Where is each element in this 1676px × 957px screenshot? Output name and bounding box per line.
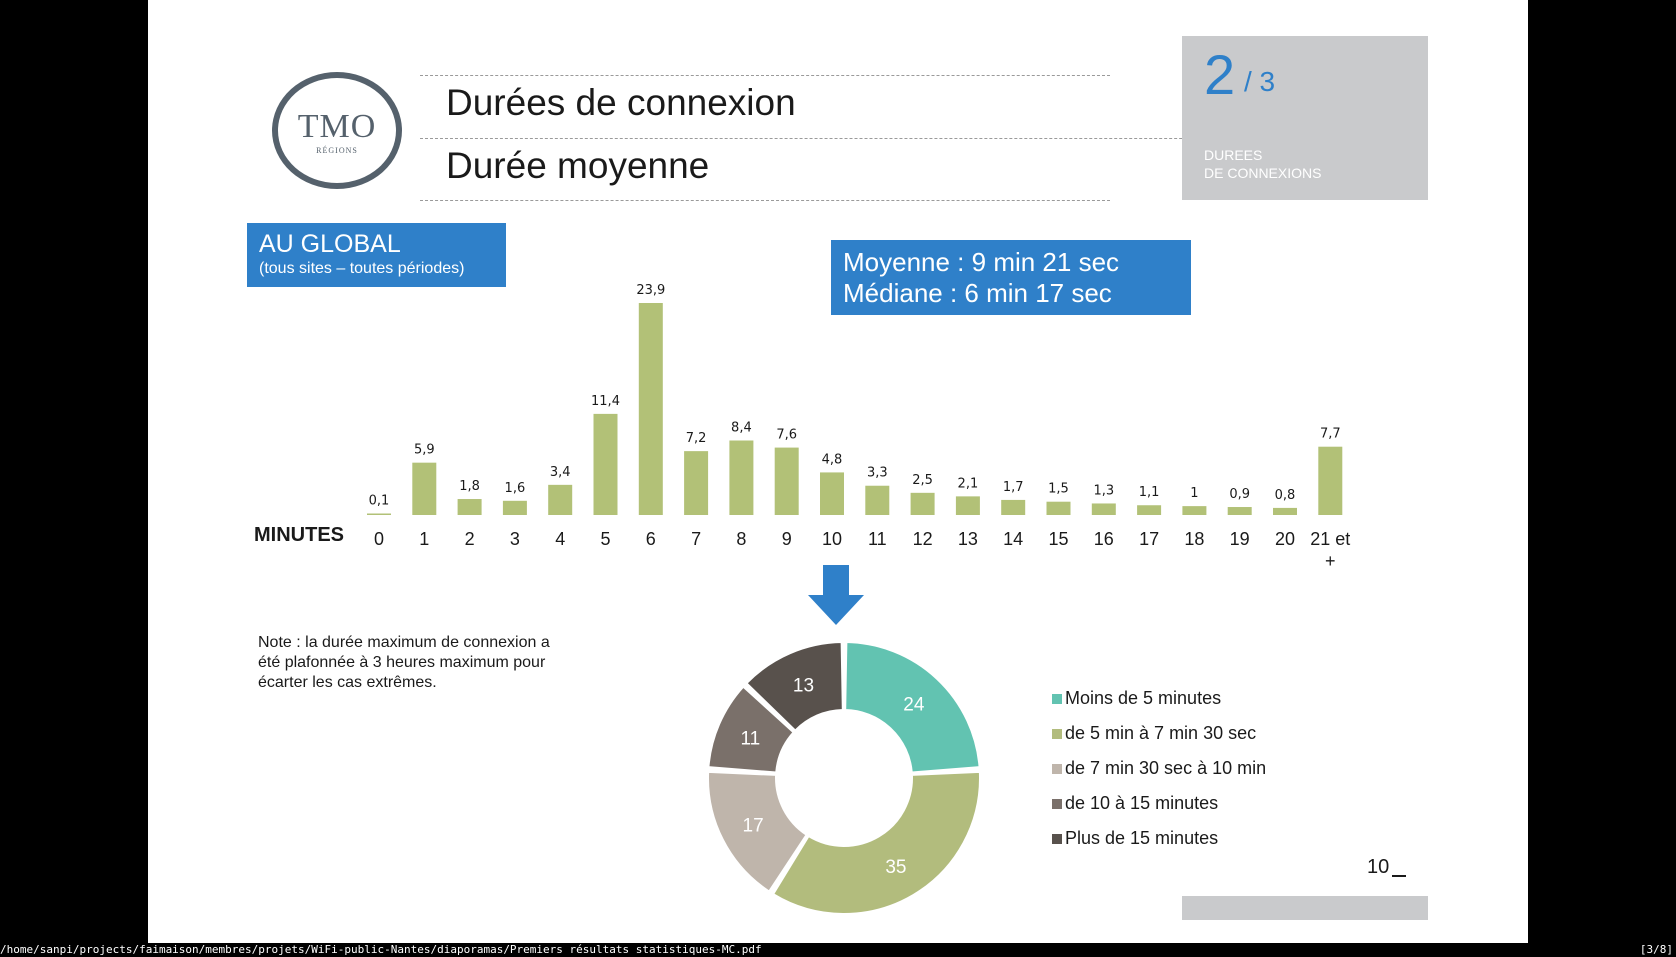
legend-swatch: [1052, 764, 1062, 774]
file-path: /home/sanpi/projects/faimaison/membres/p…: [0, 943, 762, 957]
viewer-page-indicator: [3/8]: [1640, 943, 1673, 957]
duration-donut-chart: 24 35 17 11 13: [148, 0, 1528, 943]
legend-swatch: [1052, 729, 1062, 739]
donut-slice-label: 35: [885, 857, 906, 878]
legend-label: de 10 à 15 minutes: [1065, 793, 1218, 814]
legend-label: de 5 min à 7 min 30 sec: [1065, 723, 1256, 744]
slide: TMO RÉGIONS Durées de connexion Durée mo…: [148, 0, 1528, 943]
donut-slice-1: [773, 772, 980, 914]
legend-swatch: [1052, 799, 1062, 809]
donut-slice-label: 13: [793, 675, 814, 696]
legend-swatch: [1052, 834, 1062, 844]
page-number-underline: [1392, 875, 1406, 877]
viewer-statusbar: /home/sanpi/projects/faimaison/membres/p…: [0, 943, 1676, 957]
legend-label: Plus de 15 minutes: [1065, 828, 1218, 849]
legend-swatch: [1052, 694, 1062, 704]
donut-slice-label: 24: [903, 695, 925, 716]
donut-slice-label: 11: [741, 728, 761, 749]
page-number: 10: [1367, 856, 1389, 879]
footer-bar: [1182, 896, 1428, 920]
legend-label: Moins de 5 minutes: [1065, 688, 1221, 709]
donut-slice-label: 17: [743, 815, 764, 836]
legend-label: de 7 min 30 sec à 10 min: [1065, 758, 1266, 779]
